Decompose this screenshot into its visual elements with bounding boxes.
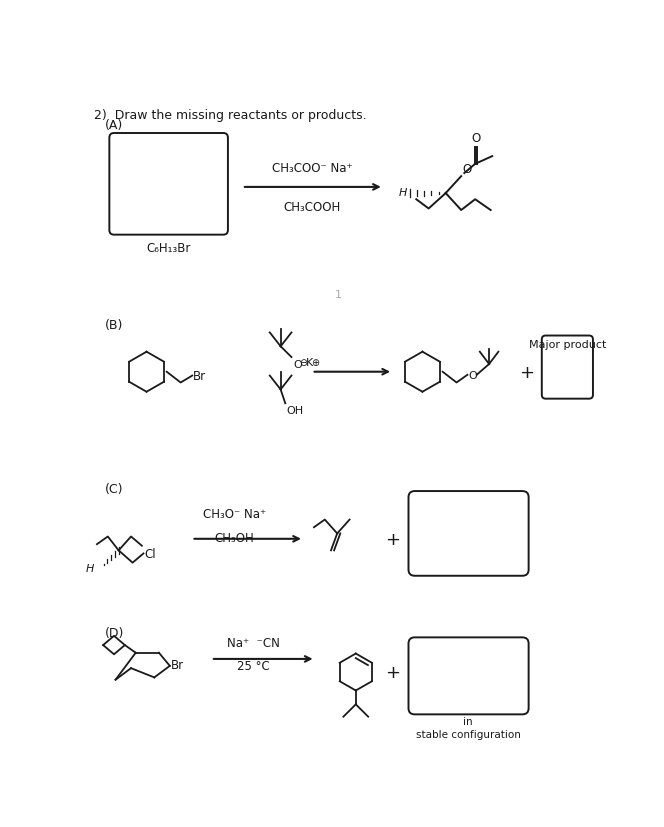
Text: Br: Br <box>193 370 207 383</box>
Text: in
stable configuration: in stable configuration <box>416 716 521 739</box>
Text: OH: OH <box>286 405 303 415</box>
Text: 25 °C: 25 °C <box>237 659 270 672</box>
Text: (A): (A) <box>105 119 123 132</box>
Text: Na⁺  ⁻CN: Na⁺ ⁻CN <box>227 636 280 649</box>
Text: CH₃COO⁻ Na⁺: CH₃COO⁻ Na⁺ <box>272 161 353 174</box>
Text: O: O <box>471 131 481 145</box>
Text: H: H <box>86 563 94 573</box>
Text: (C): (C) <box>105 482 124 495</box>
Text: (D): (D) <box>105 626 124 639</box>
Text: ⊕: ⊕ <box>311 357 320 368</box>
Text: K: K <box>305 357 313 368</box>
Text: CH₃OH: CH₃OH <box>214 532 254 544</box>
Text: O: O <box>463 162 472 175</box>
Text: H: H <box>398 187 407 198</box>
Text: Major product: Major product <box>529 339 606 349</box>
Text: Br: Br <box>171 658 185 671</box>
Text: +: + <box>386 530 400 548</box>
Text: 1: 1 <box>335 290 342 300</box>
Text: O: O <box>293 359 301 369</box>
Text: CH₃COOH: CH₃COOH <box>284 201 341 213</box>
Text: (B): (B) <box>105 318 123 332</box>
Text: +: + <box>386 663 400 681</box>
Text: ⊖: ⊖ <box>299 357 307 368</box>
Text: CH₃O⁻ Na⁺: CH₃O⁻ Na⁺ <box>203 508 266 521</box>
Text: Cl: Cl <box>144 547 156 560</box>
Text: +: + <box>519 363 534 381</box>
Text: 2)  Draw the missing reactants or products.: 2) Draw the missing reactants or product… <box>94 109 367 122</box>
Text: O: O <box>468 370 477 380</box>
Text: C₆H₁₃Br: C₆H₁₃Br <box>146 241 191 255</box>
